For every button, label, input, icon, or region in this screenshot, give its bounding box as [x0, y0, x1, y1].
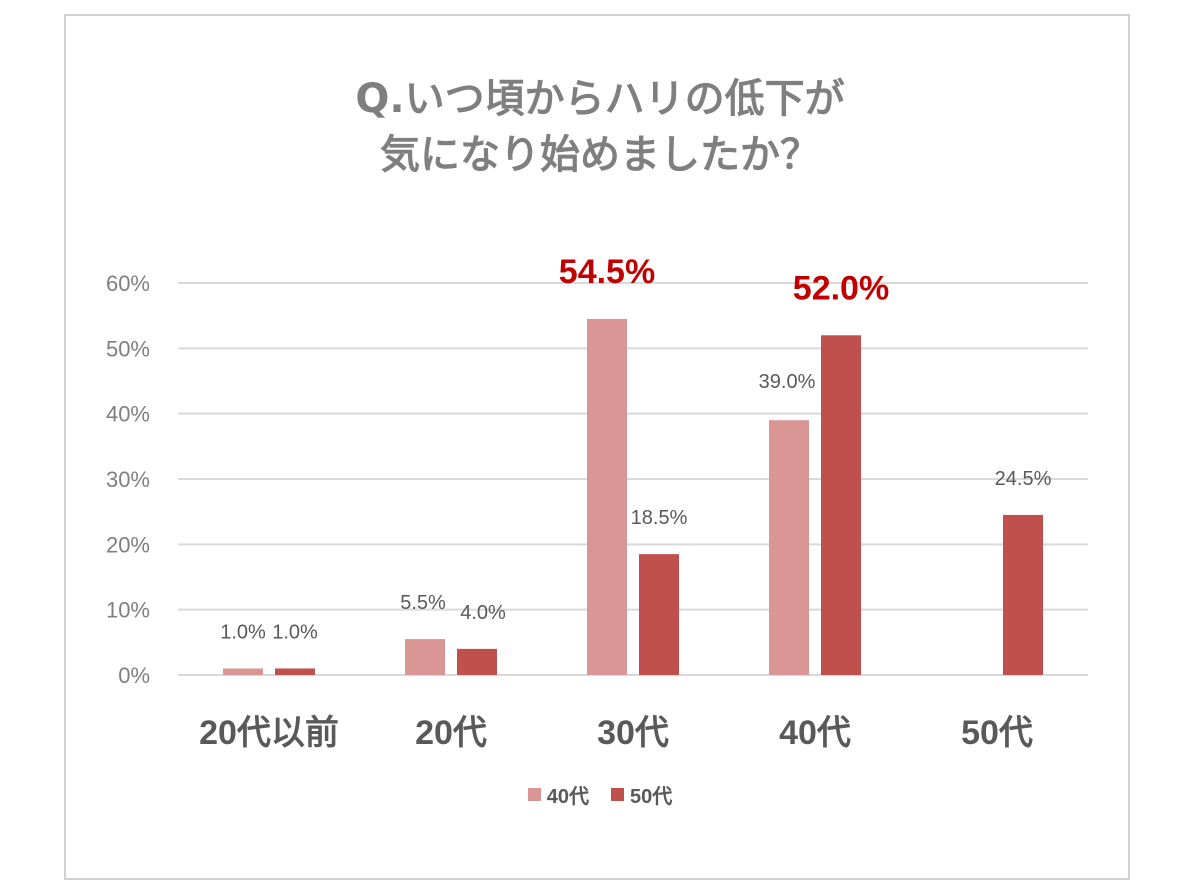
- bar-40代-30代: [587, 318, 627, 675]
- gridlines: [178, 282, 1088, 676]
- legend-item-50s: 50代: [611, 780, 672, 809]
- x-tick-label: 20代: [415, 714, 487, 752]
- x-tick-label: 20代以前: [199, 714, 339, 752]
- legend-item-40s: 40代: [527, 780, 589, 809]
- y-tick-label: 50%: [106, 336, 150, 361]
- chart-title-line-1: Q.いつ頃からハリの低下が: [355, 76, 845, 122]
- y-tick-label: 60%: [106, 271, 150, 296]
- y-tick-label: 0%: [118, 663, 150, 688]
- bar-50代-40代: [821, 335, 861, 675]
- data-label-highlight: 52.0%: [793, 269, 889, 307]
- bar-40代-20代以前: [223, 668, 263, 675]
- bar-40代-40代: [769, 420, 809, 675]
- bar-50代-30代: [639, 554, 679, 675]
- y-tick-label: 20%: [106, 532, 150, 557]
- legend-swatch-50s: [611, 788, 624, 801]
- data-label: 24.5%: [995, 468, 1052, 490]
- legend-label-40s: 40代: [546, 786, 589, 808]
- bar-40代-20代: [405, 639, 445, 675]
- data-labels: 1.0% 1.0% 5.5% 4.0% 54.5% 18.5% 39.0% 52.0% 24.5…: [220, 253, 1051, 644]
- data-label: 39.0%: [759, 371, 816, 393]
- x-tick-label: 50代: [961, 714, 1033, 752]
- bar-50代-20代以前: [275, 668, 315, 675]
- legend-label-50s: 50代: [630, 786, 673, 808]
- bar-50代-50代: [1003, 514, 1043, 675]
- x-tick-label: 40代: [779, 714, 851, 752]
- x-axis-tick-labels: 20代以前 20代 30代 40代 50代: [199, 714, 1033, 752]
- bars: [223, 318, 1043, 675]
- y-tick-label: 10%: [106, 598, 150, 623]
- legend-swatch-40s: [527, 788, 541, 801]
- legend: 40代 50代: [0, 780, 1200, 809]
- data-label: 4.0%: [460, 602, 506, 624]
- y-tick-label: 30%: [106, 467, 150, 492]
- bar-50代-20代: [457, 648, 497, 675]
- data-label: 18.5%: [631, 507, 688, 529]
- data-label: 1.0%: [220, 621, 266, 643]
- y-axis-tick-labels: 0% 10% 20% 30% 40% 50% 60%: [106, 271, 150, 688]
- data-label: 1.0%: [272, 621, 318, 643]
- data-label: 5.5%: [400, 592, 446, 614]
- x-tick-label: 30代: [597, 714, 669, 752]
- data-label-highlight: 54.5%: [559, 253, 655, 291]
- chart-title-line-2: 気になり始めましたか？: [380, 132, 820, 178]
- y-tick-label: 40%: [106, 402, 150, 427]
